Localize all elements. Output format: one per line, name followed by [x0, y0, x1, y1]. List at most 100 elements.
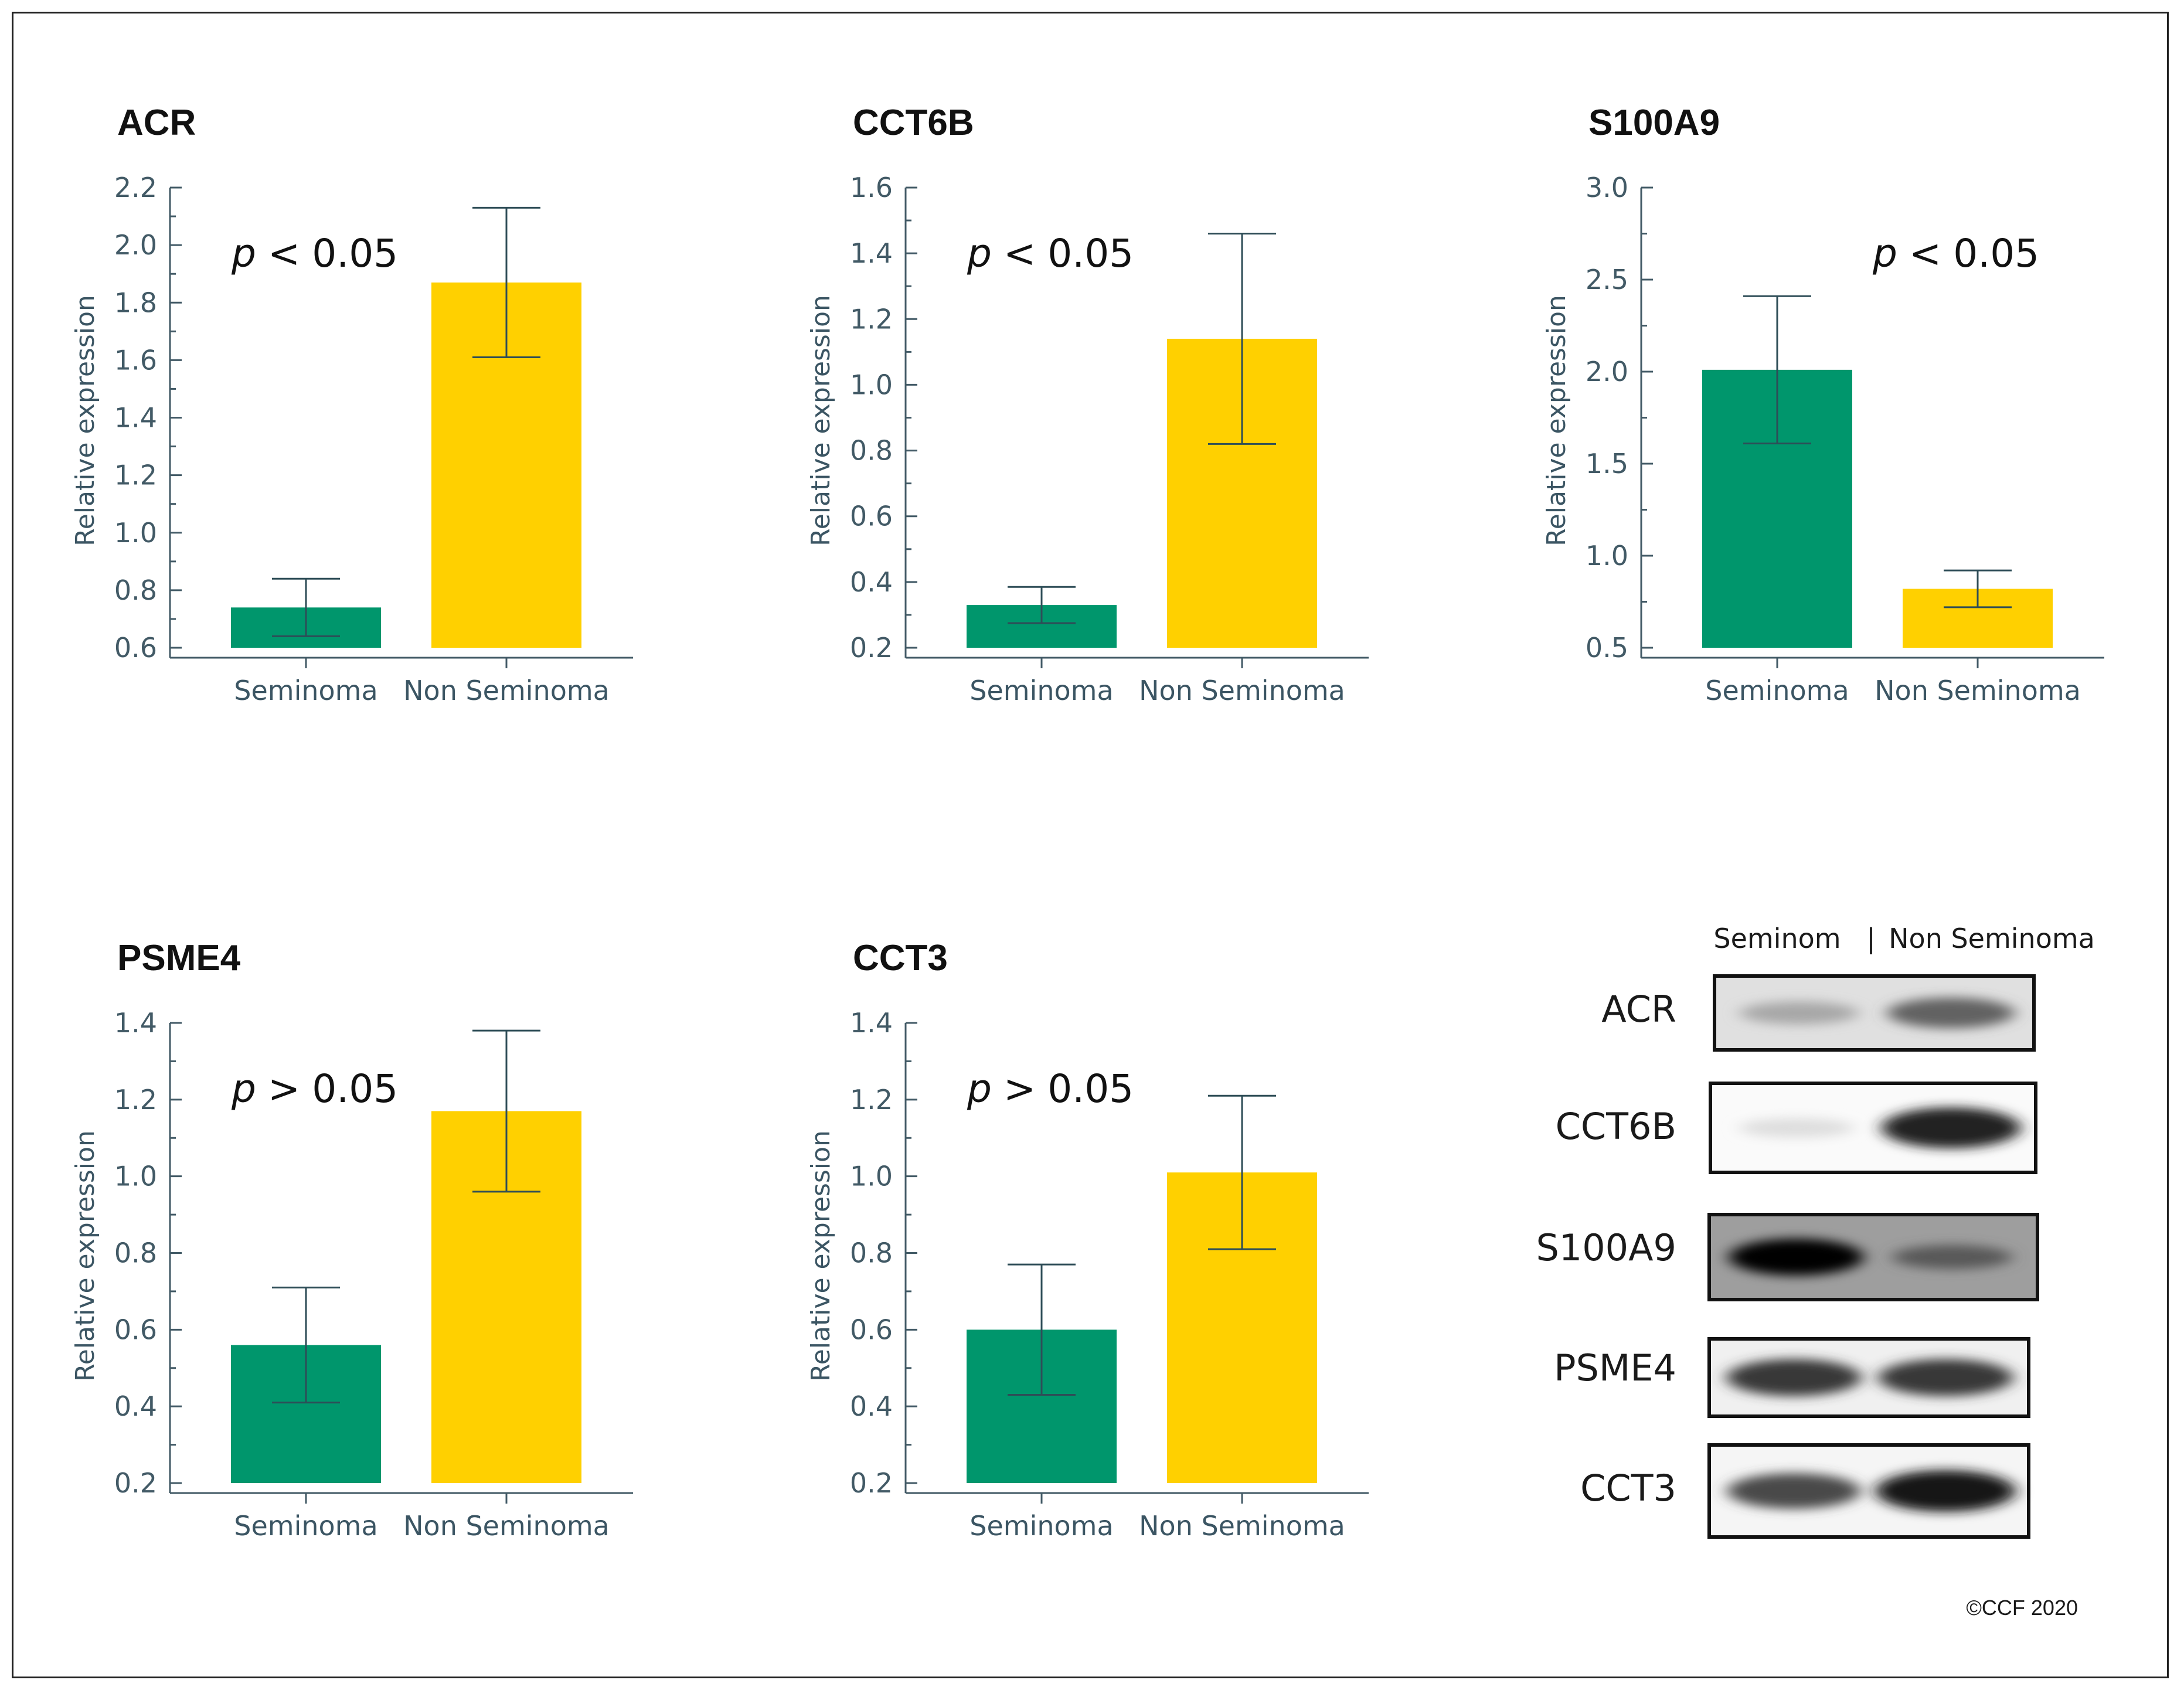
- y-tick-label: 0.8: [114, 1237, 157, 1269]
- p-symbol: p: [231, 231, 256, 276]
- band-non-seminoma: [1881, 1107, 2021, 1148]
- y-tick-label: 1.4: [850, 1007, 893, 1039]
- p-value: 0.05: [1047, 231, 1134, 276]
- p-value: 0.05: [1953, 231, 2039, 276]
- y-tick-label: 0.4: [114, 1390, 157, 1422]
- blot-label: ACR: [1601, 988, 1676, 1031]
- x-tick-label: Seminoma: [234, 1510, 377, 1542]
- x-tick-label: Seminoma: [969, 675, 1113, 706]
- chart-title: PSME4: [117, 938, 241, 978]
- x-tick-label: Seminoma: [969, 1510, 1113, 1542]
- x-tick-label: Non Seminoma: [1875, 675, 2081, 706]
- y-tick-label: 0.4: [850, 566, 893, 598]
- blot-label: CCT3: [1580, 1467, 1676, 1509]
- blot-header-separator: |: [1866, 923, 1876, 955]
- chart-cct6b: CCT6B 0.2 0.4 0.6 0.8 1.0 1.2 1.4 1.6 Relative ex…: [806, 103, 1369, 706]
- x-tick-label: Non Seminoma: [403, 675, 610, 706]
- y-axis-label: Relative expression: [806, 1130, 836, 1382]
- y-tick-label: 1.0: [1586, 540, 1628, 572]
- bar-charts: ACR 0.6 0.8 1.0 1.2 1.4 1.6 1.8 2.0 2.2 Relative e…: [70, 103, 2104, 1542]
- p-value: 0.05: [1047, 1066, 1134, 1111]
- y-tick-label: 0.8: [850, 435, 893, 467]
- p-value-annotation: p <0.05: [967, 231, 1134, 276]
- blot-rows: ACR CCT6B S100A9 PSME4 CCT3: [1536, 974, 2039, 1539]
- y-tick-label: 1.4: [850, 237, 893, 269]
- y-tick-label: 0.8: [850, 1237, 893, 1269]
- p-value-annotation: p >0.05: [967, 1066, 1134, 1111]
- y-tick-label: 0.4: [850, 1390, 893, 1422]
- p-relation: >: [1003, 1066, 1036, 1111]
- p-relation: <: [1909, 231, 1941, 276]
- band-non-seminoma: [1892, 1244, 2012, 1270]
- band-seminoma: [1740, 1001, 1859, 1025]
- p-relation: >: [268, 1066, 300, 1111]
- blot-row-cct6b: CCT6B: [1556, 1082, 2037, 1174]
- band-seminoma: [1726, 1359, 1862, 1396]
- y-tick-label: 0.6: [114, 632, 157, 664]
- y-tick-label: 0.2: [114, 1467, 157, 1499]
- y-tick-label: 1.4: [114, 402, 157, 434]
- y-axis-label: Relative expression: [70, 295, 100, 546]
- y-tick-label: 1.2: [114, 1084, 157, 1116]
- band-non-seminoma: [1875, 1470, 2016, 1512]
- band-non-seminoma: [1878, 1359, 2013, 1396]
- western-blot-panel: Seminom | Non Seminoma ACR CCT6B S100A9 PSM…: [1536, 923, 2095, 1539]
- chart-title: CCT6B: [853, 103, 974, 143]
- band-seminoma: [1739, 1118, 1855, 1138]
- blot-label: PSME4: [1554, 1346, 1676, 1389]
- p-value-annotation: p <0.05: [1872, 231, 2039, 276]
- p-symbol: p: [967, 1066, 992, 1111]
- band-seminoma: [1729, 1238, 1864, 1276]
- x-tick-label: Non Seminoma: [1139, 1510, 1345, 1542]
- y-tick-label: 1.2: [850, 1084, 893, 1116]
- p-relation: <: [1003, 231, 1036, 276]
- blot-label: S100A9: [1536, 1226, 1676, 1269]
- p-relation: <: [268, 231, 300, 276]
- y-axis-label: Relative expression: [806, 295, 836, 546]
- p-symbol: p: [231, 1066, 256, 1111]
- y-tick-label: 1.5: [1586, 448, 1628, 480]
- p-value-annotation: p >0.05: [231, 1066, 398, 1111]
- y-tick-label: 0.2: [850, 632, 893, 664]
- chart-psme4: PSME4 0.2 0.4 0.6 0.8 1.0 1.2 1.4 Relative expre…: [70, 938, 633, 1542]
- p-symbol: p: [967, 231, 992, 276]
- y-tick-label: 1.8: [114, 287, 157, 318]
- chart-acr: ACR 0.6 0.8 1.0 1.2 1.4 1.6 1.8 2.0 2.2 Relative e…: [70, 103, 633, 706]
- y-tick-label: 0.8: [114, 574, 157, 606]
- band-seminoma: [1727, 1473, 1861, 1509]
- y-axis-label: Relative expression: [1542, 295, 1571, 546]
- y-tick-label: 1.4: [114, 1007, 157, 1039]
- y-tick-label: 2.0: [1586, 356, 1628, 387]
- chart-title: S100A9: [1588, 103, 1720, 143]
- y-tick-label: 0.5: [1586, 632, 1628, 664]
- blot-row-cct3: CCT3: [1580, 1443, 2030, 1539]
- blot-row-s100a9: S100A9: [1536, 1213, 2039, 1301]
- y-tick-label: 2.0: [114, 229, 157, 261]
- y-axis-label: Relative expression: [70, 1130, 100, 1382]
- blot-label: CCT6B: [1556, 1105, 1676, 1148]
- y-tick-label: 1.0: [114, 517, 157, 549]
- y-tick-label: 2.2: [114, 172, 157, 203]
- p-value-annotation: p <0.05: [231, 231, 398, 276]
- x-tick-label: Non Seminoma: [1139, 675, 1345, 706]
- y-tick-label: 0.2: [850, 1467, 893, 1499]
- copyright-notice: ©CCF 2020: [1966, 1596, 2078, 1620]
- y-tick-label: 0.6: [850, 501, 893, 532]
- band-non-seminoma: [1887, 997, 2015, 1029]
- chart-s100a9: S100A9 0.5 1.0 1.5 2.0 2.5 3.0 Relative express…: [1542, 103, 2104, 706]
- x-tick-label: Non Seminoma: [403, 1510, 610, 1542]
- y-tick-label: 0.6: [114, 1314, 157, 1345]
- blot-row-acr: ACR: [1601, 974, 2036, 1052]
- y-tick-label: 0.6: [850, 1314, 893, 1345]
- y-tick-label: 1.0: [114, 1161, 157, 1192]
- p-value: 0.05: [312, 1066, 398, 1111]
- chart-title: CCT3: [853, 938, 948, 978]
- blot-row-psme4: PSME4: [1554, 1337, 2030, 1418]
- chart-title: ACR: [117, 103, 196, 143]
- x-tick-label: Seminoma: [1705, 675, 1849, 706]
- y-tick-label: 1.6: [850, 172, 893, 203]
- y-tick-label: 1.2: [114, 460, 157, 491]
- x-tick-label: Seminoma: [234, 675, 377, 706]
- figure-frame: [12, 12, 2169, 1678]
